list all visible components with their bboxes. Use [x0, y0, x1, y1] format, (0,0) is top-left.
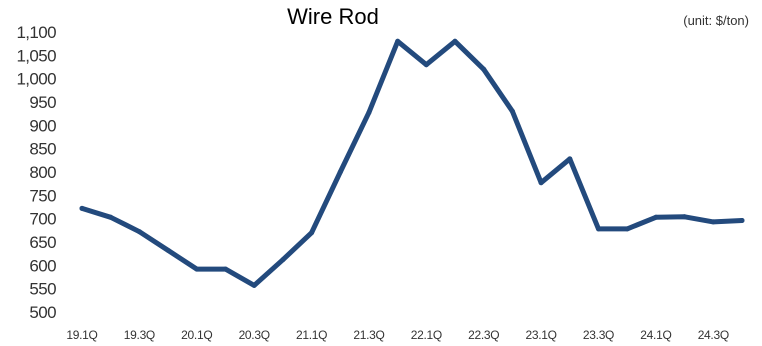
- series-line: [79, 38, 745, 288]
- y-tick-label: 950: [29, 93, 56, 112]
- y-tick-label: 600: [29, 256, 56, 275]
- data-point: [108, 214, 114, 220]
- data-point: [194, 266, 200, 272]
- data-point: [481, 66, 487, 72]
- x-tick-label: 23.3Q: [583, 328, 614, 342]
- data-point: [596, 226, 601, 232]
- y-tick-label: 900: [29, 116, 56, 135]
- chart-title: Wire Rod: [287, 4, 379, 29]
- y-tick-label: 800: [29, 163, 56, 182]
- data-point: [567, 156, 573, 162]
- data-point: [366, 109, 372, 115]
- x-tick-label: 24.3Q: [698, 328, 729, 342]
- y-tick-label: 500: [29, 303, 56, 322]
- y-axis: 500 550 600 650 700 750 800 850 900 950 1,000 1,050…: [16, 23, 56, 322]
- y-tick-label: 550: [29, 280, 56, 299]
- x-tick-label: 20.1Q: [181, 328, 212, 342]
- data-point: [653, 214, 659, 220]
- y-tick-label: 700: [29, 210, 56, 229]
- data-point: [739, 218, 745, 223]
- y-tick-label: 1,100: [16, 23, 56, 42]
- data-point: [223, 266, 228, 272]
- data-point: [509, 108, 515, 114]
- y-tick-label: 750: [29, 186, 56, 205]
- y-tick-label: 1,050: [16, 46, 56, 65]
- data-point: [423, 62, 429, 68]
- data-point: [452, 38, 458, 44]
- data-point: [624, 226, 630, 232]
- data-point: [395, 38, 401, 44]
- data-point: [79, 205, 85, 211]
- x-tick-label: 21.3Q: [353, 328, 384, 342]
- y-tick-label: 650: [29, 233, 56, 252]
- x-tick-label: 24.1Q: [640, 328, 671, 342]
- x-tick-label: 19.1Q: [66, 328, 97, 342]
- x-tick-label: 21.1Q: [296, 328, 327, 342]
- y-tick-label: 850: [29, 140, 56, 159]
- data-point: [337, 169, 343, 175]
- x-tick-label: 19.3Q: [124, 328, 155, 342]
- data-point: [710, 219, 716, 225]
- data-point: [682, 214, 688, 220]
- x-tick-label: 20.3Q: [239, 328, 270, 342]
- data-point: [136, 229, 142, 235]
- series-layer: [79, 38, 745, 288]
- x-tick-label: 22.1Q: [411, 328, 442, 342]
- data-point: [309, 230, 315, 236]
- unit-label: (unit: $/ton): [683, 13, 749, 28]
- y-tick-label: 1,000: [16, 70, 56, 89]
- x-tick-label: 23.1Q: [526, 328, 557, 342]
- x-tick-label: 22.3Q: [468, 328, 499, 342]
- data-point: [280, 257, 286, 263]
- data-point: [251, 282, 257, 288]
- data-point: [165, 247, 171, 253]
- data-point: [538, 180, 544, 186]
- x-axis: 19.1Q 19.3Q 20.1Q 20.3Q 21.1Q 21.3Q 22.1Q 22.3Q…: [66, 328, 729, 342]
